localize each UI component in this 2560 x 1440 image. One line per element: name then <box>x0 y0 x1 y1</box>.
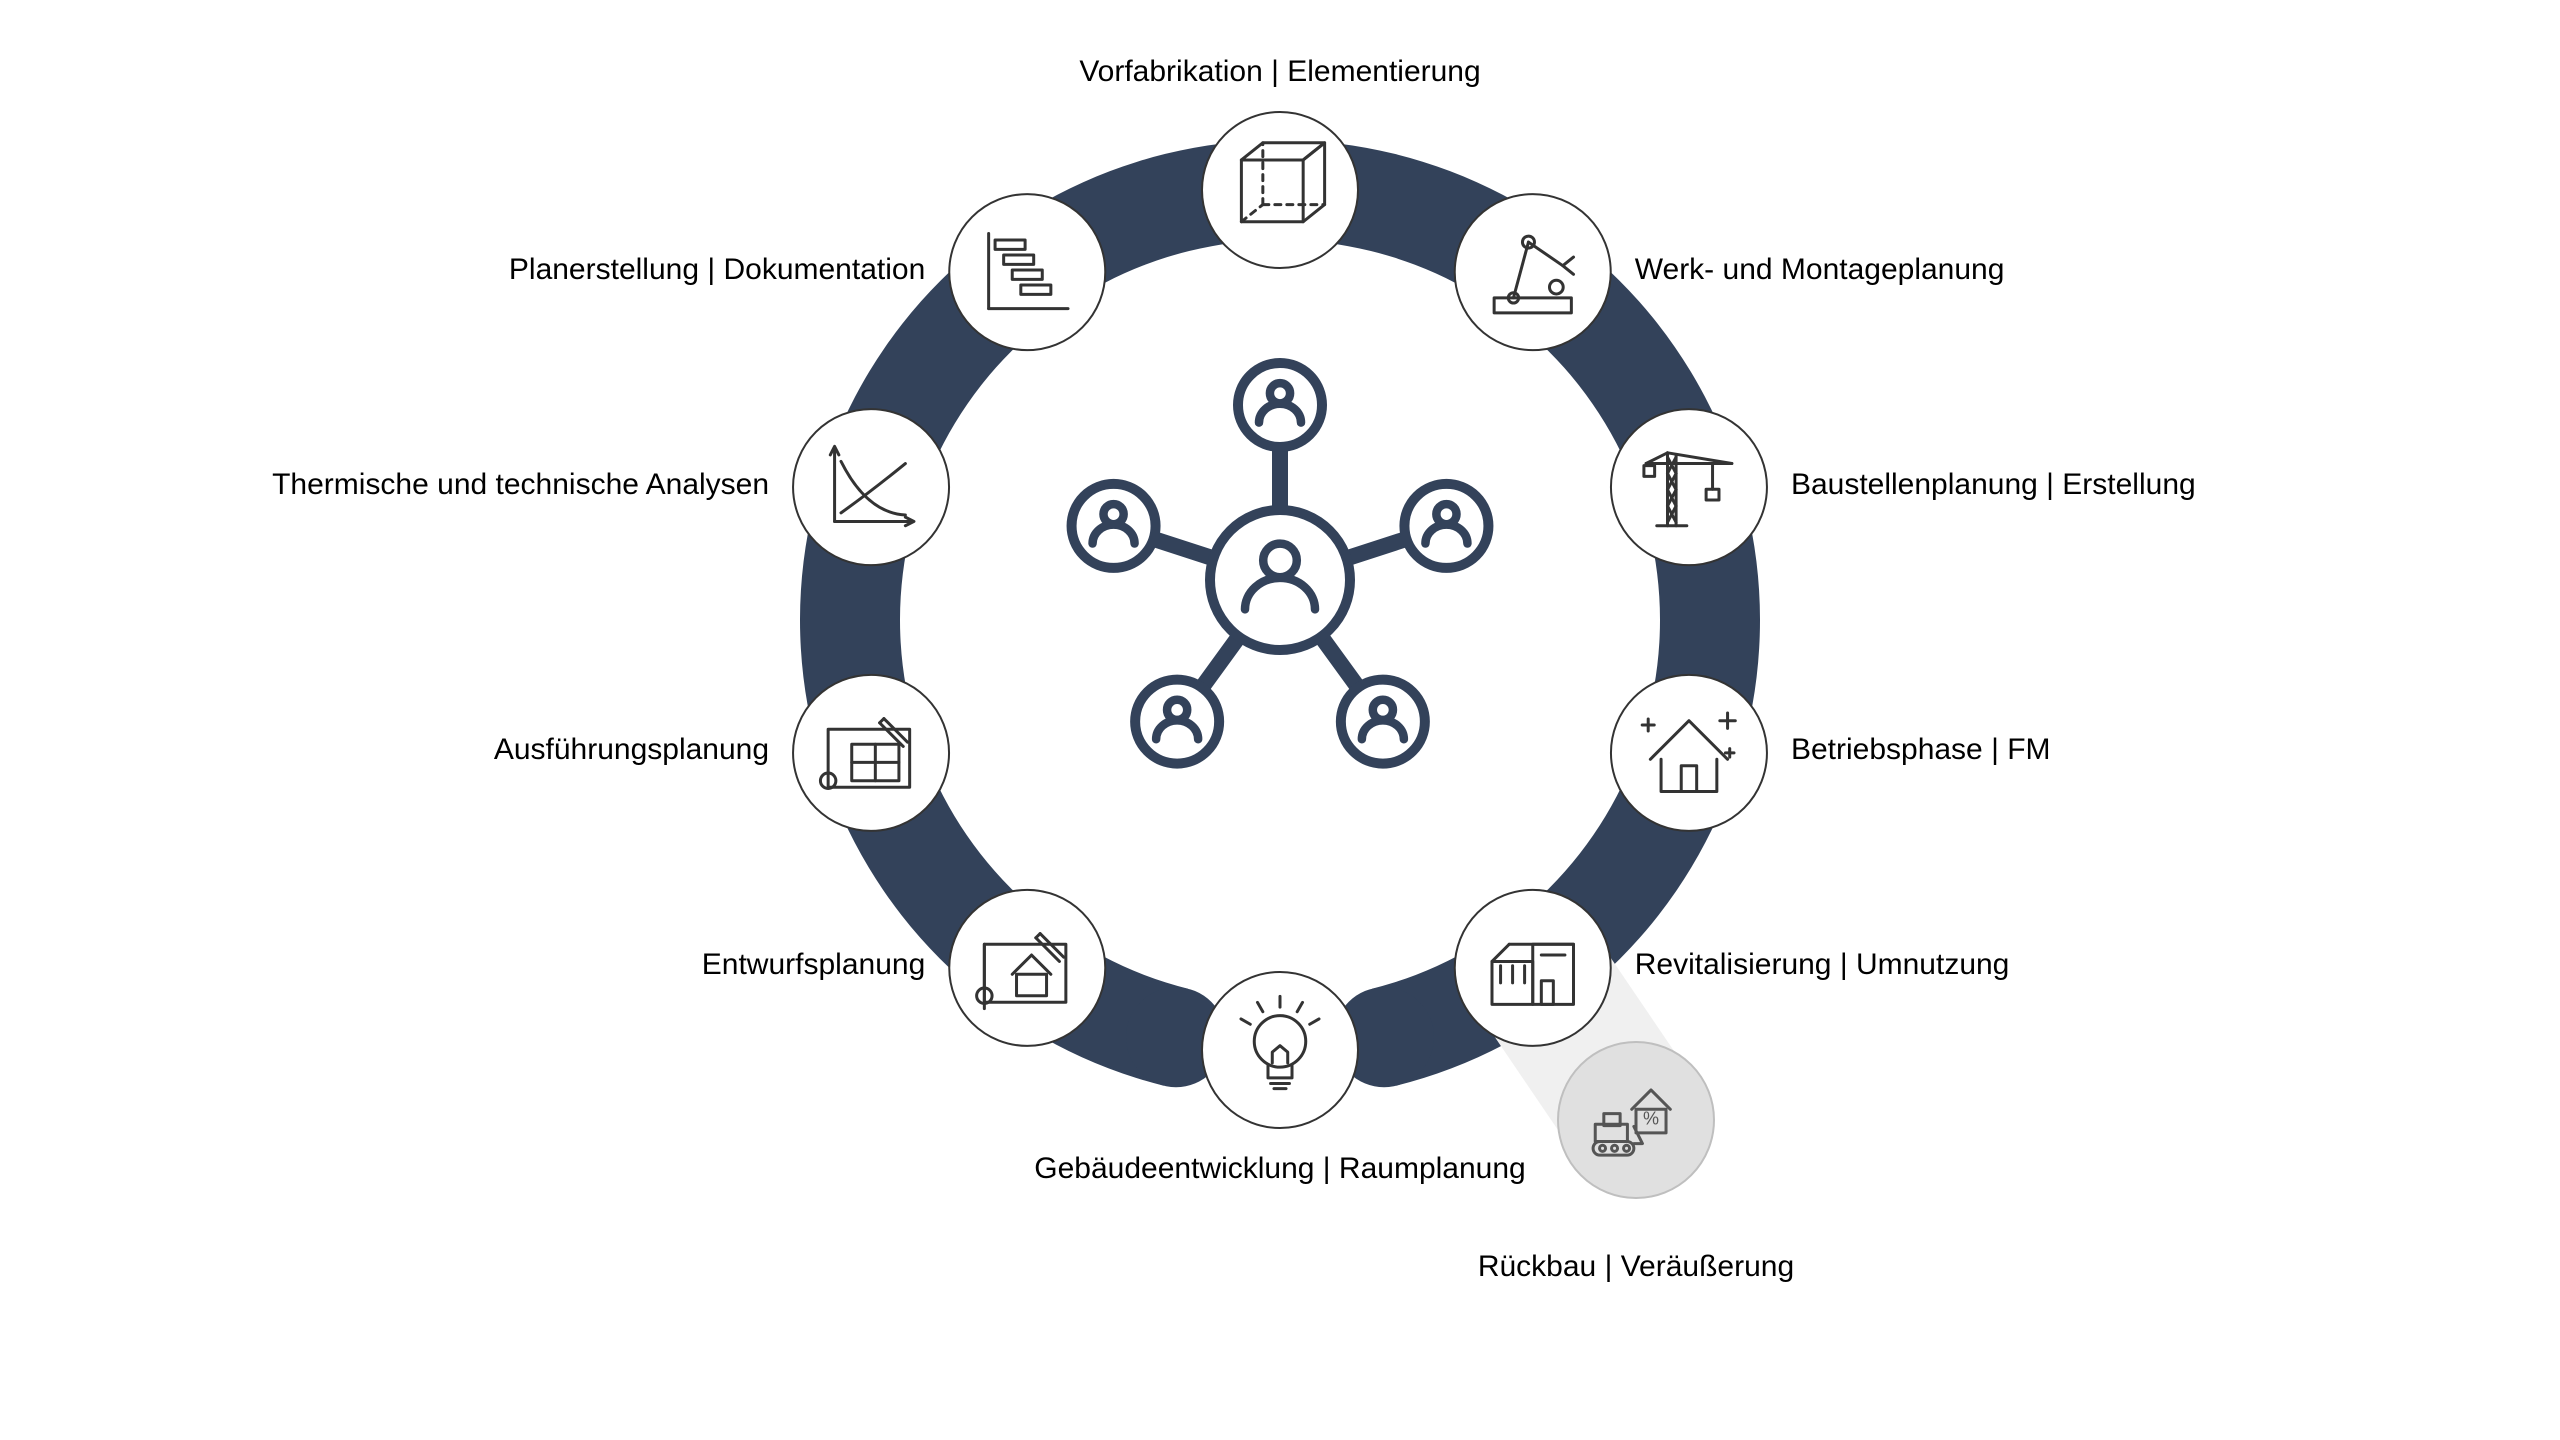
diagram-svg: % <box>0 0 2560 1440</box>
node-label: Entwurfsplanung <box>702 948 925 982</box>
node-label: Revitalisierung | Umnutzung <box>1635 948 2010 982</box>
node-label: Werk- und Montageplanung <box>1635 253 2005 287</box>
node-label: Vorfabrikation | Elementierung <box>1079 55 1480 89</box>
extra-node-label: Rückbau | Veräußerung <box>1478 1250 1794 1284</box>
node-label: Baustellenplanung | Erstellung <box>1791 468 2196 502</box>
node-label: Thermische und technische Analysen <box>272 468 769 502</box>
node-label: Gebäudeentwicklung | Raumplanung <box>1034 1152 1525 1186</box>
node-label: Ausführungsplanung <box>494 733 769 767</box>
svg-text:%: % <box>1643 1108 1659 1128</box>
node-label: Planerstellung | Dokumentation <box>509 253 925 287</box>
node-label: Betriebsphase | FM <box>1791 733 2051 767</box>
diagram-stage: % Vorfabrikation | Elementierung Werk- un… <box>0 0 2560 1440</box>
